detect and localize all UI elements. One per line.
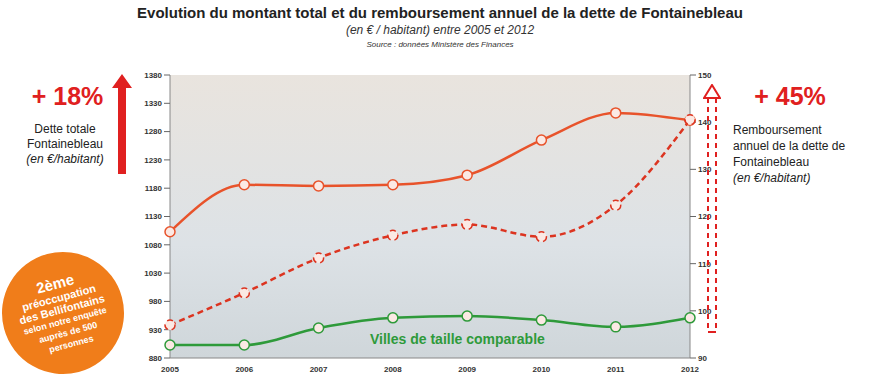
html-text:(en €/habitant): (en €/habitant)	[26, 152, 104, 166]
html-text:2ème: 2ème	[34, 270, 76, 297]
svg-text:2008: 2008	[384, 365, 402, 374]
svg-text:150: 150	[698, 71, 712, 80]
svg-text:110: 110	[698, 260, 711, 269]
html-text:+ 45%: + 45%	[754, 82, 826, 110]
svg-text:130: 130	[698, 165, 712, 174]
svg-text:1330: 1330	[144, 99, 162, 108]
html-text:(en € / habitant) entre 2005 e: (en € / habitant) entre 2005 et 2012	[345, 23, 535, 37]
svg-text:880: 880	[149, 354, 163, 363]
html-text:(en €/habitant): (en €/habitant)	[733, 171, 811, 185]
html-text:+ 18%: + 18%	[31, 82, 104, 110]
svg-text:930: 930	[149, 326, 163, 335]
svg-text:980: 980	[149, 297, 163, 306]
html-text:Evolution du montant total et: Evolution du montant total et du rembour…	[137, 4, 743, 21]
svg-text:2009: 2009	[458, 365, 476, 374]
html-text:personnes: personnes	[48, 333, 95, 355]
svg-text:90: 90	[698, 354, 707, 363]
svg-text:2012: 2012	[681, 365, 699, 374]
svg-text:1180: 1180	[145, 184, 163, 193]
svg-text:1230: 1230	[144, 156, 162, 165]
svg-text:1080: 1080	[144, 241, 162, 250]
svg-text:2005: 2005	[161, 365, 179, 374]
svg-text:2010: 2010	[533, 365, 551, 374]
svg-text:2007: 2007	[310, 365, 328, 374]
html-text:des Bellifontains: des Bellifontains	[17, 291, 106, 327]
svg-text:1130: 1130	[145, 212, 163, 221]
svg-text:1030: 1030	[144, 269, 162, 278]
html-text:Villes de taille comparable: Villes de taille comparable	[370, 331, 545, 347]
html-text:auprès de 500: auprès de 500	[37, 319, 99, 345]
html-text:selon notre enquête: selon notre enquête	[22, 304, 108, 337]
svg-text:1380: 1380	[144, 71, 162, 80]
svg-text:2011: 2011	[607, 365, 625, 374]
html-text:Remboursement annuel de la det: Remboursement annuel de la dette de Font…	[733, 123, 846, 169]
html-text:préoccupation: préoccupation	[20, 281, 97, 314]
svg-text:100: 100	[698, 307, 712, 316]
svg-text:120: 120	[698, 212, 712, 221]
html-text:Dette totale Fontainebleau: Dette totale Fontainebleau	[27, 122, 103, 151]
svg-text:140: 140	[698, 118, 712, 127]
html-text:Source : données Ministère des: Source : données Ministère des Finances	[366, 40, 514, 49]
svg-text:2006: 2006	[235, 365, 253, 374]
svg-text:1280: 1280	[144, 127, 162, 136]
